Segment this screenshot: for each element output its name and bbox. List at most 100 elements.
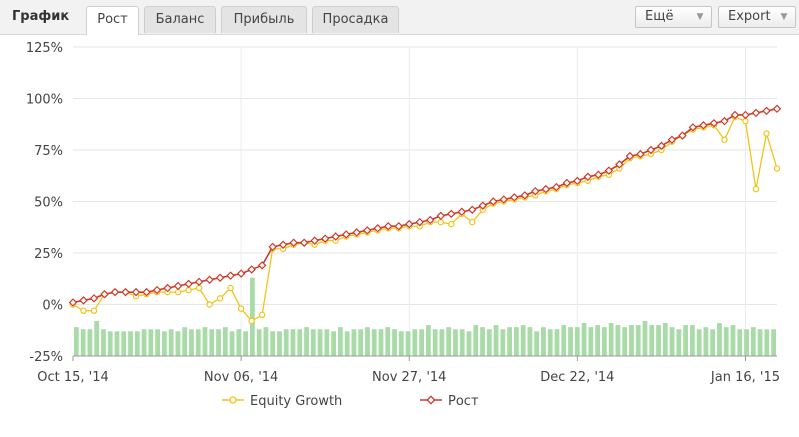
bar <box>649 325 655 356</box>
bar <box>717 323 722 356</box>
bar <box>270 331 276 356</box>
bar <box>107 331 113 356</box>
more-label: Ещё <box>645 9 674 24</box>
more-dropdown[interactable]: Ещё ▼ <box>635 6 712 28</box>
grid <box>73 46 777 357</box>
export-dropdown[interactable]: Export ▼ <box>718 6 796 28</box>
tab-drawdown[interactable]: Просадка <box>312 6 399 33</box>
growth-point <box>562 178 572 188</box>
growth-point <box>79 296 88 305</box>
growth-point <box>184 279 193 289</box>
tab-balance[interactable]: Баланс <box>144 6 216 33</box>
bar <box>195 329 201 356</box>
bar <box>527 327 533 356</box>
bar <box>750 327 756 356</box>
bar <box>162 331 167 356</box>
growth-point <box>352 228 361 237</box>
x-tick-label: Nov 27, '14 <box>372 370 446 385</box>
bar <box>541 327 546 356</box>
bar <box>703 327 709 356</box>
chevron-down-icon: ▼ <box>780 12 788 22</box>
growth-point <box>709 118 719 128</box>
bar <box>114 331 120 356</box>
bar <box>480 327 485 356</box>
growth-point <box>289 238 298 247</box>
growth-point <box>100 289 109 299</box>
bar <box>723 327 729 356</box>
bar <box>419 329 424 356</box>
growth-point <box>299 238 309 247</box>
bar <box>229 331 235 356</box>
bar <box>101 329 106 356</box>
bar <box>283 329 289 356</box>
x-tick-label: Dec 22, '14 <box>540 370 614 385</box>
growth-point <box>594 170 603 179</box>
bar <box>392 329 397 356</box>
bar <box>629 325 634 356</box>
bar <box>405 331 411 356</box>
bar <box>730 325 736 356</box>
equity-point <box>195 284 203 292</box>
bar <box>520 325 526 356</box>
bar <box>554 329 560 356</box>
growth-point <box>699 121 708 130</box>
bar <box>256 329 262 356</box>
x-tick-label: Oct 15, '14 <box>37 370 109 385</box>
line-series <box>68 104 782 325</box>
bar <box>290 329 296 356</box>
bar <box>568 327 573 356</box>
equity-point <box>216 295 224 302</box>
growth-point <box>131 287 141 297</box>
bar <box>710 329 716 356</box>
bar <box>615 325 621 356</box>
bar <box>338 327 343 356</box>
legend: Equity Growth Рост <box>222 394 479 409</box>
bar <box>534 331 540 356</box>
growth-point <box>457 207 467 217</box>
equity-point <box>237 305 245 312</box>
bar <box>635 325 641 356</box>
bar <box>358 329 364 356</box>
growth-chart: -25% 0% 25% 50% 75% 100% 125% Oct 15, '14 Nov 06… <box>26 41 782 409</box>
growth-point <box>205 275 214 285</box>
bar <box>243 331 248 356</box>
bar <box>304 327 309 356</box>
tab-profit[interactable]: Прибыль <box>221 6 307 33</box>
growth-point <box>531 186 540 196</box>
equity-point <box>248 317 255 325</box>
bar <box>80 329 86 356</box>
export-label: Export <box>728 9 771 24</box>
bar <box>344 331 350 356</box>
growth-point <box>215 273 225 282</box>
bar <box>459 329 465 356</box>
bar <box>371 329 377 356</box>
growth-point <box>163 283 172 293</box>
tab-growth[interactable]: Рост <box>86 6 139 35</box>
bar <box>446 327 452 356</box>
bar <box>574 327 580 356</box>
bar <box>608 323 614 356</box>
bar <box>757 329 763 356</box>
bar <box>351 329 357 356</box>
growth-point <box>436 211 446 221</box>
bar <box>690 325 695 356</box>
growth-point <box>636 149 645 159</box>
bar <box>595 325 600 356</box>
bar <box>588 327 594 356</box>
bar <box>500 329 506 356</box>
bar <box>324 329 330 356</box>
growth-point <box>520 191 530 200</box>
growth-point <box>573 176 582 186</box>
y-tick-label: 50% <box>34 196 63 211</box>
bar <box>398 331 404 356</box>
equity-point <box>742 117 749 125</box>
bar <box>493 325 499 356</box>
growth-point <box>751 108 761 118</box>
y-tick-label: -25% <box>29 350 63 365</box>
equity-point <box>80 307 87 314</box>
growth-point <box>499 195 509 204</box>
growth-point <box>667 135 677 144</box>
app-title: График <box>12 9 70 24</box>
growth-point <box>152 285 162 295</box>
growth-point <box>89 294 99 303</box>
